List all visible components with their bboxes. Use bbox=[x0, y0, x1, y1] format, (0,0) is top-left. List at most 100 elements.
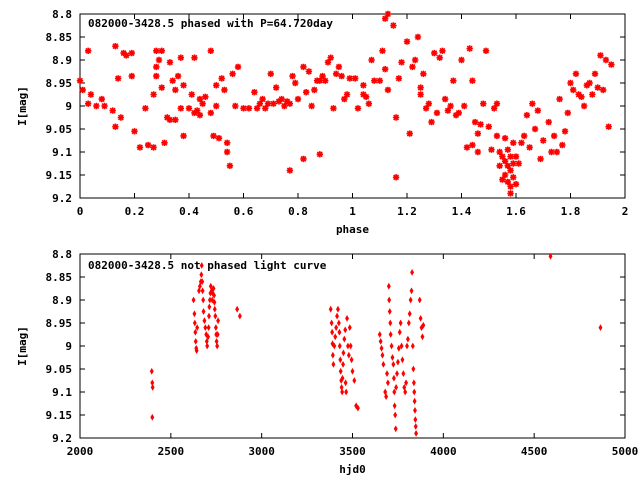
data-point bbox=[123, 52, 130, 59]
data-point bbox=[482, 47, 490, 54]
data-point bbox=[343, 326, 348, 334]
data-point bbox=[330, 328, 335, 336]
data-point bbox=[507, 153, 514, 160]
data-point bbox=[391, 360, 396, 368]
x-axis-label: phase bbox=[336, 223, 369, 236]
data-point bbox=[398, 319, 403, 327]
data-point bbox=[420, 333, 425, 341]
data-point bbox=[512, 153, 520, 160]
data-point bbox=[409, 287, 414, 295]
data-point bbox=[493, 132, 501, 140]
chart-title: 082000-3428.5 phased with P=64.720day bbox=[88, 17, 333, 30]
data-point bbox=[512, 181, 520, 188]
x-tick-label: 1.8 bbox=[561, 205, 581, 218]
data-point bbox=[575, 91, 582, 98]
data-point bbox=[510, 160, 517, 167]
x-tick-label: 2000 bbox=[67, 445, 94, 458]
data-point bbox=[501, 171, 509, 179]
data-point bbox=[378, 337, 383, 345]
data-point bbox=[420, 70, 427, 77]
data-point bbox=[349, 356, 354, 364]
x-tick-label: 4000 bbox=[430, 445, 457, 458]
data-point bbox=[477, 121, 484, 128]
data-point bbox=[342, 335, 347, 343]
data-point bbox=[259, 95, 266, 103]
data-point bbox=[334, 324, 339, 332]
data-point bbox=[461, 102, 468, 110]
data-point bbox=[381, 360, 386, 368]
x-tick-label: 0.6 bbox=[234, 205, 254, 218]
x-tick-label: 0.4 bbox=[179, 205, 199, 218]
data-point bbox=[507, 167, 514, 174]
x-tick-label: 0 bbox=[77, 205, 84, 218]
data-point bbox=[212, 305, 217, 313]
data-point bbox=[191, 54, 198, 61]
data-point bbox=[403, 388, 408, 396]
data-point bbox=[226, 162, 234, 169]
data-point bbox=[553, 148, 561, 156]
data-point bbox=[270, 100, 277, 107]
data-point bbox=[215, 331, 220, 338]
data-point bbox=[332, 342, 337, 350]
data-point bbox=[346, 342, 350, 350]
data-point bbox=[534, 107, 541, 114]
data-point bbox=[572, 70, 580, 77]
data-point bbox=[84, 47, 92, 54]
data-point bbox=[199, 100, 206, 107]
data-point bbox=[161, 139, 168, 146]
data-point bbox=[436, 54, 443, 61]
data-point bbox=[493, 100, 501, 107]
data-point bbox=[336, 305, 340, 313]
data-point bbox=[256, 100, 264, 107]
data-point bbox=[192, 319, 197, 327]
data-point bbox=[406, 319, 411, 327]
data-point bbox=[384, 86, 392, 94]
data-point bbox=[589, 91, 596, 98]
data-point bbox=[412, 397, 417, 405]
data-point bbox=[564, 109, 571, 117]
data-point bbox=[365, 100, 373, 107]
data-point bbox=[302, 89, 310, 96]
data-point bbox=[153, 47, 160, 54]
data-point bbox=[474, 148, 482, 156]
data-point bbox=[283, 98, 291, 105]
x-axis-label: hjd0 bbox=[339, 463, 366, 476]
data-point bbox=[194, 347, 199, 355]
data-point bbox=[507, 183, 514, 190]
data-point bbox=[294, 95, 302, 103]
data-point bbox=[84, 100, 92, 107]
data-point bbox=[347, 324, 352, 332]
data-point bbox=[548, 252, 553, 260]
data-point bbox=[278, 95, 285, 103]
data-point bbox=[172, 116, 179, 123]
data-point bbox=[550, 132, 558, 140]
data-point bbox=[223, 139, 231, 146]
data-point bbox=[379, 47, 386, 54]
data-point bbox=[251, 89, 258, 96]
data-point bbox=[305, 68, 313, 75]
data-point bbox=[322, 77, 329, 84]
data-point bbox=[380, 351, 385, 359]
data-point bbox=[368, 56, 375, 64]
data-point bbox=[413, 416, 418, 424]
data-point bbox=[499, 176, 506, 183]
data-point bbox=[395, 358, 400, 366]
data-point bbox=[392, 114, 400, 121]
data-point bbox=[215, 342, 220, 350]
data-point bbox=[188, 91, 195, 98]
data-point bbox=[98, 95, 105, 103]
data-point bbox=[388, 319, 393, 327]
data-point bbox=[343, 91, 351, 98]
data-point bbox=[350, 367, 355, 375]
data-point bbox=[413, 406, 417, 414]
data-point bbox=[447, 102, 454, 110]
y-tick-label: 8.95 bbox=[46, 317, 73, 330]
data-point bbox=[158, 84, 165, 91]
data-point bbox=[180, 82, 187, 89]
data-point bbox=[338, 356, 343, 364]
data-point bbox=[404, 379, 409, 387]
data-point bbox=[264, 100, 272, 107]
data-point bbox=[393, 425, 398, 433]
data-point bbox=[411, 379, 416, 387]
